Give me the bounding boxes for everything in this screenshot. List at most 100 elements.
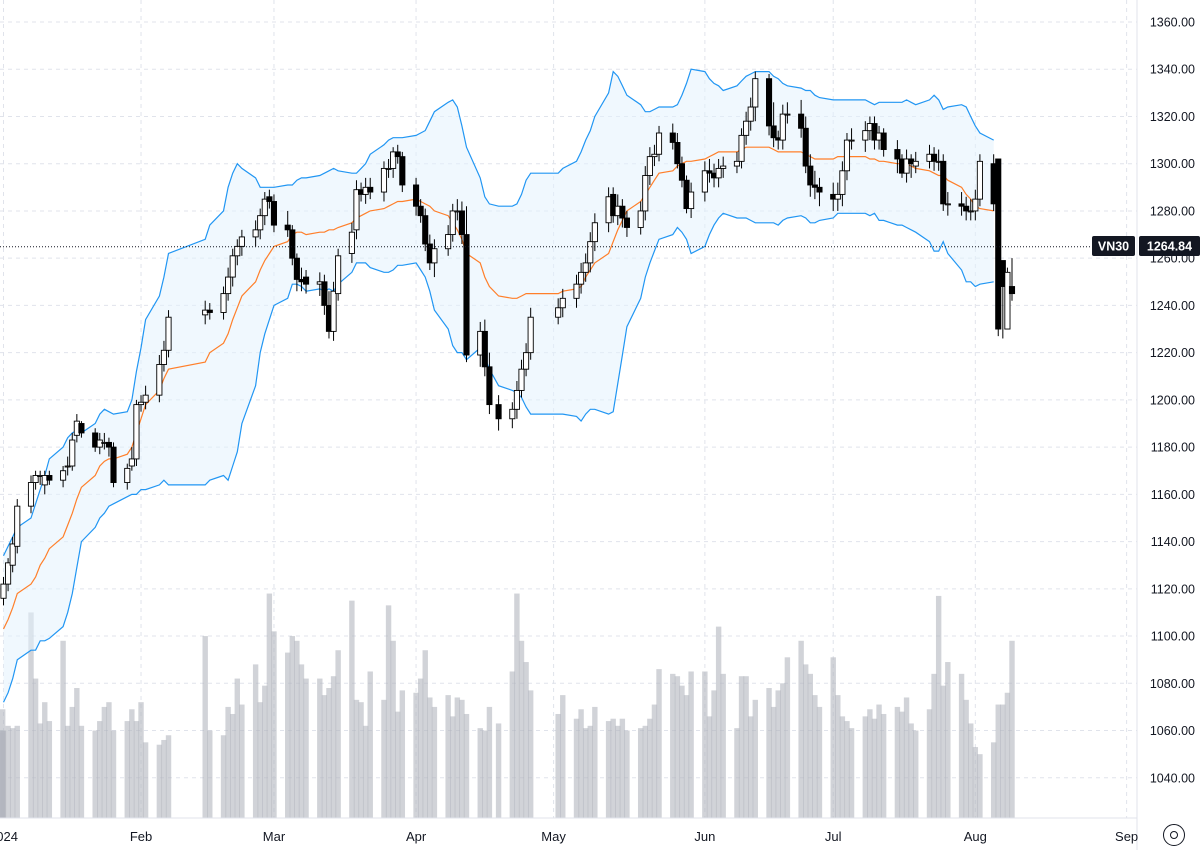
volume-bar — [69, 706, 75, 818]
volume-bar — [252, 664, 259, 818]
candle — [27, 475, 35, 514]
candle-body — [431, 248, 438, 264]
candles — [0, 71, 1016, 606]
volume-bar — [738, 676, 745, 818]
volume-bar — [358, 702, 364, 818]
candle-body — [417, 205, 424, 217]
candle — [972, 189, 979, 221]
volume-bar — [32, 678, 39, 818]
candle-body — [128, 458, 135, 467]
volume-bar — [812, 695, 818, 818]
candle — [674, 133, 681, 169]
candle-body — [527, 316, 534, 354]
candle — [555, 298, 562, 325]
candle — [238, 229, 245, 256]
candle-body — [862, 130, 869, 141]
candle-body — [321, 281, 328, 306]
volume-bar — [156, 744, 163, 818]
candle — [523, 343, 530, 377]
volume-bar — [399, 690, 406, 818]
candle — [303, 269, 310, 294]
candle — [348, 222, 355, 263]
axes — [0, 0, 1138, 850]
volume-bar — [798, 640, 804, 818]
candle-body — [238, 236, 245, 247]
volume-bar — [784, 657, 791, 818]
candle-body — [463, 234, 470, 356]
volume-bar — [133, 721, 140, 818]
candle-body — [743, 120, 750, 136]
candle-body — [257, 215, 264, 231]
candle-body — [706, 170, 713, 174]
candle — [591, 213, 598, 252]
x-tick-label: May — [541, 829, 566, 844]
candle-body — [229, 255, 236, 278]
candle — [105, 437, 112, 457]
y-tick-label: 1080.00 — [1150, 677, 1195, 691]
candle-body — [802, 127, 809, 167]
y-axis-ticks: 1040.00 1060.00 1080.00 1100.00 1120.00 1140.… — [1150, 16, 1195, 786]
candle — [995, 158, 1002, 337]
x-axis-ticks: 2024 Feb Mar Apr May Jun Jul Aug Sep — [0, 829, 1138, 844]
volume-bar — [74, 688, 80, 818]
candle-body — [903, 158, 910, 174]
volume-bar — [876, 704, 882, 818]
candle-body — [912, 160, 919, 167]
candle-body — [348, 231, 355, 254]
candle — [967, 199, 974, 221]
candle-body — [674, 141, 681, 165]
candle — [678, 156, 685, 188]
volume-bar — [262, 685, 268, 818]
candle-body — [578, 271, 585, 285]
volume-bar — [830, 657, 836, 818]
volume-bar — [770, 706, 777, 818]
candle-body — [234, 245, 241, 257]
volume-bar — [926, 709, 933, 818]
volume-bar — [138, 702, 144, 818]
candle-body — [555, 307, 562, 318]
candle-body — [587, 241, 594, 264]
candle-body — [651, 153, 658, 158]
candle-body — [834, 193, 841, 200]
volume-bar — [257, 702, 263, 818]
candle-body — [591, 222, 598, 243]
candle-body — [995, 158, 1002, 330]
candle — [752, 71, 759, 122]
candle — [413, 177, 420, 216]
candle — [1004, 267, 1011, 330]
volume-bar — [14, 725, 20, 818]
candle-body — [390, 151, 397, 169]
candle — [78, 421, 85, 438]
candle-body — [958, 203, 965, 207]
volume-bar — [385, 605, 392, 818]
candle — [481, 319, 488, 377]
candle-body — [252, 229, 259, 238]
volume-bar — [445, 695, 451, 818]
candle-body — [156, 364, 163, 396]
candle-body — [688, 191, 695, 210]
gear-icon[interactable] — [1163, 824, 1185, 846]
volume-bar — [913, 730, 919, 818]
candle — [422, 208, 429, 252]
candle — [578, 262, 585, 294]
candle-body — [385, 167, 392, 170]
candle — [706, 158, 713, 183]
candle-body — [449, 210, 456, 236]
volume-bar — [427, 697, 433, 818]
candle — [619, 199, 626, 228]
volume-bar — [353, 699, 360, 818]
candle-body — [655, 132, 663, 155]
candle-body — [871, 123, 878, 141]
volume-bars — [0, 593, 1015, 818]
y-tick-label: 1220.00 — [1150, 346, 1195, 360]
volume-bar — [903, 697, 910, 818]
candle-body — [495, 404, 502, 420]
candle-body — [747, 106, 754, 122]
candle — [1008, 258, 1016, 301]
volume-bar — [321, 695, 328, 818]
gear-icon-center — [1170, 831, 1178, 839]
candle-body — [367, 186, 374, 193]
candle-body — [798, 113, 805, 129]
volume-bar — [463, 713, 470, 818]
